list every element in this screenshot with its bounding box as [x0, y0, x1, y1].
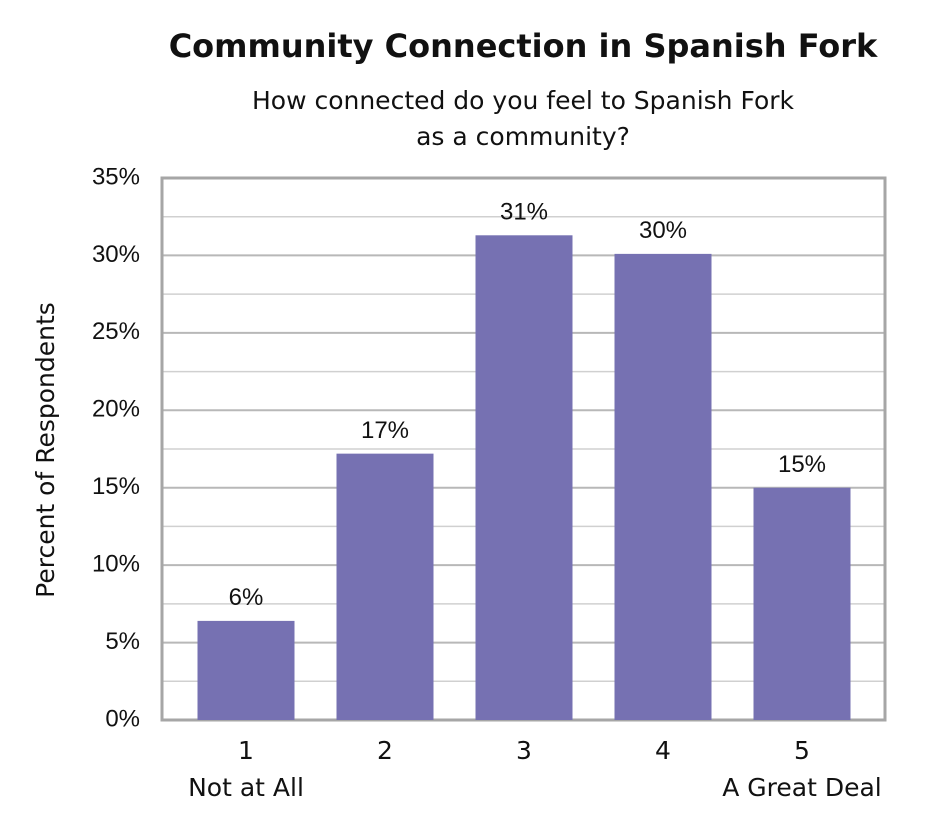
chart-title: Community Connection in Spanish Fork — [169, 27, 878, 65]
chart-subtitle: How connected do you feel to Spanish For… — [252, 86, 795, 115]
value-label: 15% — [778, 451, 826, 478]
y-tick-label: 5% — [105, 628, 140, 655]
x-tick-label: 2 — [377, 736, 393, 765]
x-tick-label: 3 — [516, 736, 532, 765]
bar — [614, 253, 712, 720]
y-axis-label: Percent of Respondents — [31, 302, 60, 598]
bar — [336, 453, 434, 720]
y-tick-label: 30% — [92, 241, 140, 268]
value-label: 17% — [361, 417, 409, 444]
x-tick-sublabel: Not at All — [188, 773, 304, 802]
value-label: 6% — [229, 584, 264, 611]
chart-subtitle: as a community? — [416, 122, 630, 151]
y-tick-label: 0% — [105, 705, 140, 732]
bar — [475, 235, 573, 720]
y-tick-label: 10% — [92, 550, 140, 577]
bar — [197, 620, 295, 720]
value-label: 31% — [500, 199, 548, 226]
y-tick-label: 15% — [92, 473, 140, 500]
y-tick-label: 25% — [92, 318, 140, 345]
value-label: 30% — [639, 217, 687, 244]
x-tick-sublabel: A Great Deal — [722, 773, 882, 802]
bar — [753, 487, 851, 720]
x-tick-label: 1 — [238, 736, 254, 765]
y-tick-label: 35% — [92, 163, 140, 190]
x-tick-label: 4 — [655, 736, 671, 765]
x-tick-label: 5 — [794, 736, 810, 765]
y-tick-label: 20% — [92, 396, 140, 423]
